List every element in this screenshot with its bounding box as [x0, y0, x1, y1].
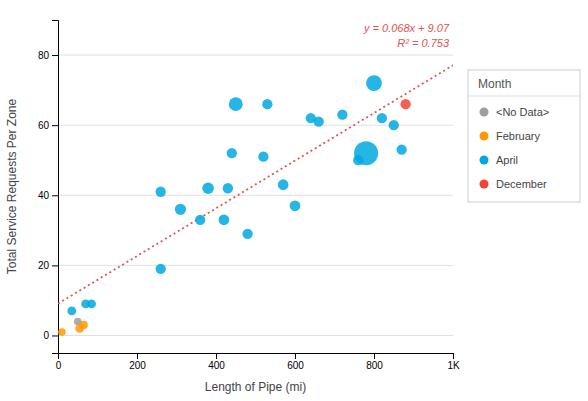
marks [58, 65, 453, 335]
chart-svg: 0 200 400 600 800 1K 0 20 40 60 80 y = 0.068x + 9.0… [0, 0, 588, 401]
legend-swatch [480, 132, 489, 141]
point [227, 148, 237, 158]
tick: 800 [366, 353, 383, 371]
point [80, 321, 88, 329]
point [58, 328, 66, 336]
series [58, 321, 88, 336]
tick-label: 80 [38, 50, 50, 61]
tick-mark [374, 353, 375, 359]
axis-line [59, 354, 454, 360]
point [400, 99, 410, 109]
legend-label: December [496, 178, 547, 190]
point [290, 200, 301, 211]
legend: Month <No Data> February April December [468, 70, 580, 202]
legend-title: Month [478, 77, 511, 91]
tick-mark [216, 353, 217, 359]
tick-label: 400 [208, 360, 225, 371]
point [389, 120, 399, 130]
annotation: R² = 0.753 [397, 37, 450, 49]
tick-mark [52, 195, 58, 196]
tick-label: 0 [43, 330, 49, 341]
tick-label: 20 [38, 260, 50, 271]
point [202, 182, 214, 194]
point [354, 141, 378, 165]
x-axis-title: Length of Pipe (mi) [205, 380, 306, 394]
tick: 40 [38, 190, 58, 201]
point [87, 300, 96, 309]
tick: 20 [38, 260, 58, 271]
point [377, 113, 387, 123]
tick: 0 [43, 330, 58, 341]
legend-frame [468, 70, 580, 202]
grid-line [58, 265, 453, 266]
legend-label: <No Data> [496, 106, 549, 118]
point [278, 179, 289, 190]
tick: 1K [447, 353, 460, 371]
point [156, 264, 166, 274]
legend-swatch [480, 108, 489, 117]
tick: 400 [208, 353, 225, 371]
point [219, 214, 230, 225]
legend-label: April [496, 154, 518, 166]
point [366, 75, 382, 91]
point [242, 229, 252, 239]
tick-mark [52, 125, 58, 126]
legend-swatch [480, 156, 489, 165]
chart-container: 0 200 400 600 800 1K 0 20 40 60 80 y = 0.068x + 9.0… [0, 0, 588, 401]
tick: 600 [287, 353, 304, 371]
tick-mark [295, 353, 296, 359]
tick-mark [52, 335, 58, 336]
point [337, 109, 347, 119]
legend-item: April [480, 154, 519, 166]
tick: 200 [129, 353, 146, 371]
point [156, 187, 166, 197]
legend-divider [468, 96, 580, 97]
y-axis: 0 20 40 60 80 [38, 21, 59, 354]
tick-mark [52, 265, 58, 266]
annotation: y = 0.068x + 9.07 [363, 22, 450, 34]
point [175, 204, 186, 215]
tick: 80 [38, 50, 58, 61]
tick-label: 200 [129, 360, 146, 371]
point [258, 152, 268, 162]
tick-mark [52, 55, 58, 56]
grid-line [58, 55, 453, 56]
tick-mark [453, 353, 454, 359]
legend-item: <No Data> [480, 106, 550, 118]
point [67, 307, 76, 316]
tick-label: 60 [38, 120, 50, 131]
trend-line [58, 65, 453, 303]
plot: 0 200 400 600 800 1K 0 20 40 60 80 y = 0.068x + 9.0… [38, 21, 460, 372]
point [195, 215, 205, 225]
axis-line [52, 21, 59, 354]
point [262, 99, 272, 109]
point [223, 183, 233, 193]
tick-label: 800 [366, 360, 383, 371]
tick-label: 1K [447, 360, 460, 371]
grid [58, 55, 453, 335]
grid-line [58, 195, 453, 196]
tick-label: 40 [38, 190, 50, 201]
tick-mark [137, 353, 138, 359]
tick-label: 0 [56, 360, 62, 371]
tick: 0 [56, 353, 62, 371]
series [400, 99, 410, 109]
tick: 60 [38, 120, 58, 131]
series [67, 75, 406, 315]
y-axis-title: Total Service Requests Per Zone [5, 98, 19, 274]
legend-item: December [480, 178, 548, 190]
point [396, 145, 406, 155]
point [314, 117, 324, 127]
grid-line [58, 335, 453, 336]
legend-label: February [496, 130, 541, 142]
point [229, 97, 243, 111]
tick-label: 600 [287, 360, 304, 371]
legend-swatch [480, 180, 489, 189]
legend-item: February [480, 130, 541, 142]
x-axis: 0 200 400 600 800 1K [56, 353, 460, 371]
